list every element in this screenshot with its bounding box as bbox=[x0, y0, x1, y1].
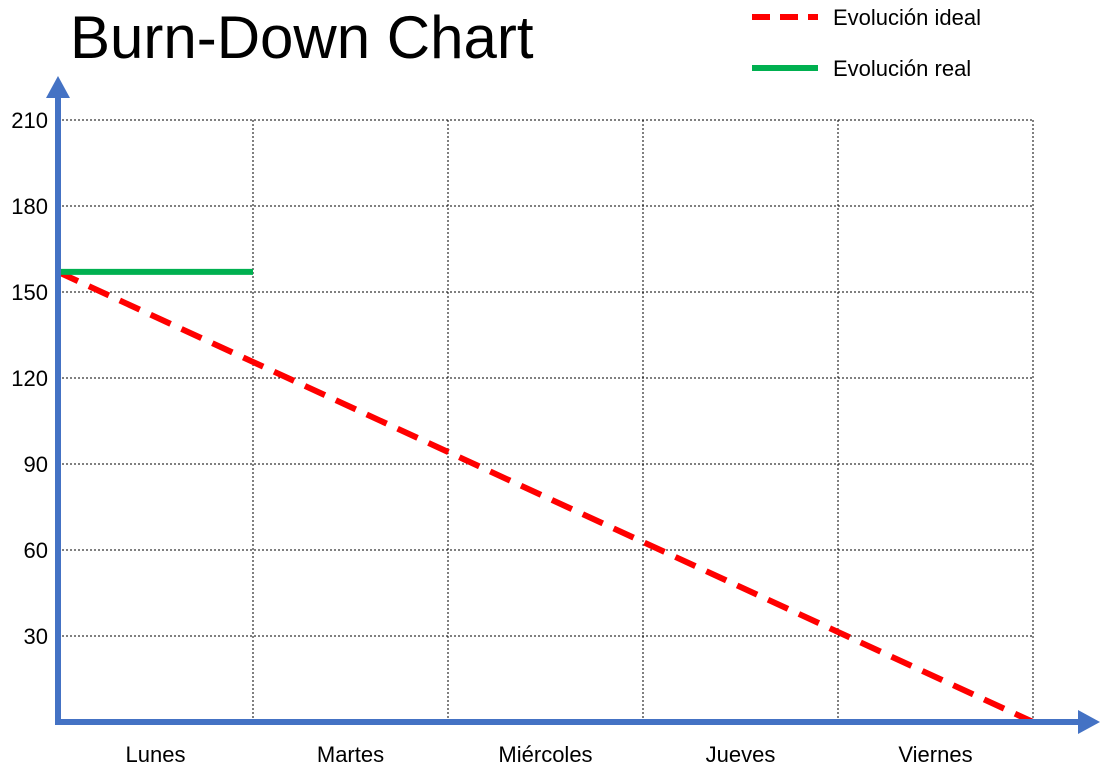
y-tick-label: 120 bbox=[11, 366, 48, 391]
series-line-ideal bbox=[56, 269, 1035, 725]
tick-labels: 30 60 90 120 150 180 210 Lunes Martes Miércoles Ju… bbox=[11, 108, 972, 767]
y-tick-label: 30 bbox=[24, 624, 48, 649]
y-tick-label: 180 bbox=[11, 194, 48, 219]
x-tick-label: Jueves bbox=[706, 742, 776, 767]
legend-label-real: Evolución real bbox=[833, 56, 971, 81]
legend: Evolución ideal Evolución real bbox=[752, 5, 981, 81]
y-tick-label: 150 bbox=[11, 280, 48, 305]
y-tick-label: 60 bbox=[24, 538, 48, 563]
y-tick-label: 210 bbox=[11, 108, 48, 133]
axes bbox=[46, 76, 1100, 734]
x-tick-label: Viernes bbox=[898, 742, 972, 767]
y-tick-label: 90 bbox=[24, 452, 48, 477]
grid bbox=[58, 119, 1034, 722]
series-layer bbox=[56, 268, 1035, 725]
x-axis-arrow bbox=[1078, 710, 1100, 734]
y-axis-arrow bbox=[46, 76, 70, 98]
x-tick-label: Martes bbox=[317, 742, 384, 767]
x-tick-label: Lunes bbox=[126, 742, 186, 767]
legend-label-ideal: Evolución ideal bbox=[833, 5, 981, 30]
chart-title: Burn-Down Chart bbox=[70, 4, 534, 71]
x-tick-label: Miércoles bbox=[498, 742, 592, 767]
